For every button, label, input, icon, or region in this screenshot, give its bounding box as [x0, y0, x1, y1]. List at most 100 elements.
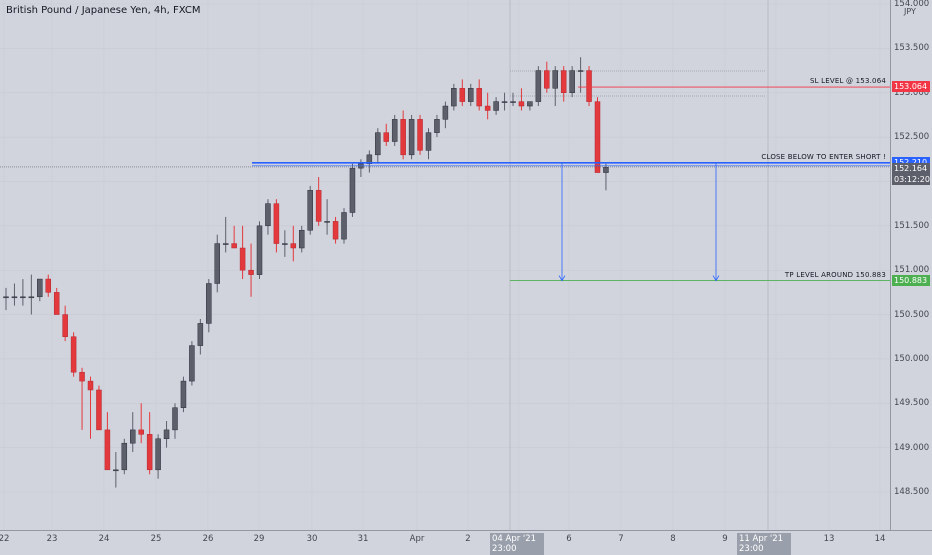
price-tick-label: 151.000	[894, 265, 930, 276]
time-tick-label: Apr	[409, 534, 425, 544]
candle	[417, 114, 423, 155]
candle-body	[501, 101, 508, 103]
candle	[358, 159, 364, 178]
candle	[315, 177, 322, 226]
candle-body	[222, 243, 229, 245]
candle	[527, 101, 533, 111]
time-tick-label: 23	[46, 534, 58, 544]
candle	[79, 367, 85, 430]
candle-body	[518, 101, 525, 107]
candle	[560, 66, 567, 102]
candle-body	[383, 132, 389, 142]
candle	[451, 83, 457, 111]
price-tick-label: 149.500	[894, 398, 930, 409]
candle-body	[299, 230, 305, 249]
candle-body	[332, 221, 339, 240]
candle	[501, 92, 508, 111]
candle	[459, 79, 466, 107]
candle	[37, 278, 43, 302]
candle	[552, 66, 558, 107]
candle-body	[113, 469, 119, 472]
candle-body	[586, 70, 592, 102]
candle-body	[594, 101, 601, 173]
candle-body	[391, 119, 398, 142]
candle	[121, 438, 128, 475]
candle	[70, 332, 77, 377]
candle-body	[163, 429, 170, 440]
candle	[400, 110, 406, 160]
sl-level-label: SL LEVEL @ 153.064	[810, 77, 886, 86]
price-tick-label: 153.500	[894, 43, 930, 54]
candle	[324, 199, 330, 235]
candle-body	[248, 269, 254, 275]
candle-body	[493, 101, 499, 111]
candle-body	[121, 442, 128, 471]
sl-level-price-tag: 153.064	[892, 81, 930, 93]
candle-body	[366, 154, 373, 164]
candle	[180, 376, 187, 413]
candle-body	[451, 88, 457, 107]
candle	[11, 283, 18, 306]
candle-body	[527, 101, 533, 107]
candle-body	[62, 314, 68, 337]
candle	[197, 318, 204, 355]
candle-body	[172, 407, 178, 431]
candle-body	[375, 132, 381, 156]
candle-body	[425, 132, 432, 151]
candle-body	[239, 247, 246, 271]
candle-body	[459, 88, 466, 102]
price-tick-label: 152.500	[894, 132, 930, 143]
candle-body	[3, 296, 9, 299]
candle-body	[197, 323, 204, 346]
candle	[273, 199, 280, 253]
time-tick-label: 22	[0, 534, 10, 544]
candle-body	[180, 380, 187, 408]
candle	[28, 274, 35, 315]
candle-body	[349, 167, 356, 213]
candle-body	[20, 296, 26, 299]
candle	[476, 79, 482, 111]
candlestick-chart[interactable]	[0, 0, 890, 530]
candle-body	[53, 292, 60, 315]
candle-body	[214, 243, 220, 284]
candle	[383, 123, 389, 146]
candle	[248, 243, 254, 297]
candle	[332, 216, 339, 244]
candle	[349, 163, 356, 217]
target-arrow-head	[558, 275, 566, 282]
currency-unit: JPY	[904, 7, 916, 16]
candle	[222, 216, 229, 253]
time-tick-label: 7	[618, 534, 624, 544]
candle	[96, 385, 102, 431]
candle	[231, 225, 237, 249]
candle	[189, 341, 195, 386]
candle	[87, 376, 94, 439]
candle-body	[189, 345, 195, 382]
candle	[3, 287, 9, 311]
candle	[20, 279, 26, 306]
candle	[307, 185, 313, 235]
price-tick-label: 153.000	[894, 87, 930, 98]
candle-body	[468, 88, 474, 102]
candle	[206, 279, 212, 333]
plot-area[interactable]	[0, 0, 890, 530]
time-axis[interactable]	[0, 530, 932, 551]
candle-body	[544, 70, 550, 89]
tp-level-label: TP LEVEL AROUND 150.883	[784, 270, 886, 279]
candle	[425, 128, 432, 160]
candle	[493, 97, 499, 115]
candle	[442, 101, 449, 129]
candle-body	[535, 70, 542, 102]
price-tick-label: 154.000	[894, 0, 930, 9]
candle-body	[417, 119, 423, 151]
candle	[113, 452, 119, 488]
candle	[299, 225, 305, 253]
time-tick-label: 13	[823, 534, 835, 544]
candle	[130, 412, 136, 453]
candle-body	[256, 225, 263, 275]
candle	[391, 114, 398, 146]
candle-body	[442, 105, 449, 120]
candle	[586, 66, 592, 107]
candle-body	[155, 438, 161, 471]
candle-body	[130, 429, 136, 444]
